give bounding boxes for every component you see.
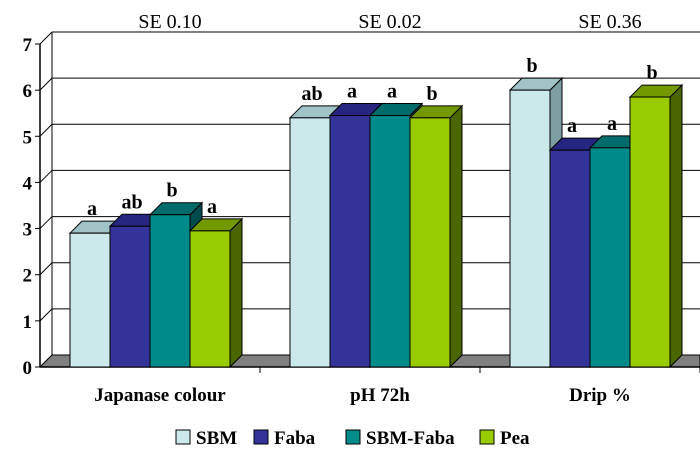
bar <box>149 214 191 368</box>
legend: SBM Faba SBM-Faba Pea <box>175 428 530 449</box>
y-tick-label: 5 <box>23 127 33 148</box>
gridline-diagonal <box>39 77 53 91</box>
legend-label: SBM-Faba <box>366 428 455 449</box>
significance-label: b <box>526 55 537 77</box>
y-tick-label: 7 <box>23 35 33 56</box>
gridline-diagonal <box>39 308 53 322</box>
significance-label: a <box>567 115 577 137</box>
y-tick-label: 0 <box>23 358 33 379</box>
bar <box>509 89 551 368</box>
legend-label: Faba <box>274 428 316 449</box>
significance-label: a <box>607 113 617 135</box>
x-category-label: Drip % <box>569 385 631 406</box>
significance-label: b <box>426 83 437 105</box>
significance-label: a <box>87 198 97 220</box>
bar <box>589 147 631 368</box>
y-tick-label: 4 <box>23 173 33 194</box>
legend-swatch <box>345 429 361 445</box>
bar <box>109 225 151 368</box>
bar <box>69 232 111 368</box>
bar <box>329 115 371 368</box>
significance-label: b <box>166 180 177 202</box>
bars <box>68 76 684 369</box>
bar <box>189 230 231 368</box>
gridline-diagonal <box>39 170 53 183</box>
significance-label: a <box>347 81 357 103</box>
significance-label: b <box>646 62 657 84</box>
legend-swatch <box>253 429 269 445</box>
bar <box>549 149 591 368</box>
bar <box>409 117 451 368</box>
y-tick-label: 6 <box>23 81 33 102</box>
bar-side <box>229 217 243 369</box>
significance-label: ab <box>301 83 322 105</box>
y-tick-label: 1 <box>23 312 33 333</box>
bar <box>629 96 671 368</box>
bar <box>369 115 411 368</box>
se-label: SE 0.10 <box>138 11 201 33</box>
bar <box>289 117 331 368</box>
legend-swatch <box>175 429 191 445</box>
gridline-diagonal <box>39 262 53 276</box>
se-label: SE 0.36 <box>578 11 641 33</box>
bar-side <box>669 83 683 369</box>
y-tick-label: 3 <box>23 220 33 241</box>
significance-label: a <box>387 81 397 103</box>
legend-swatch <box>479 429 495 445</box>
gridline-diagonal <box>39 216 53 229</box>
y-tick-label: 2 <box>23 266 33 287</box>
se-label: SE 0.02 <box>358 11 421 33</box>
gridline-diagonal <box>39 31 53 45</box>
significance-label: a <box>207 196 217 218</box>
x-category-label: pH 72h <box>350 385 410 406</box>
x-category-label: Japanase colour <box>94 385 226 406</box>
legend-label: SBM <box>196 428 237 449</box>
significance-label: ab <box>121 191 142 213</box>
legend-label: Pea <box>500 428 530 449</box>
bar-side <box>449 104 463 369</box>
gridline-diagonal <box>39 123 53 137</box>
